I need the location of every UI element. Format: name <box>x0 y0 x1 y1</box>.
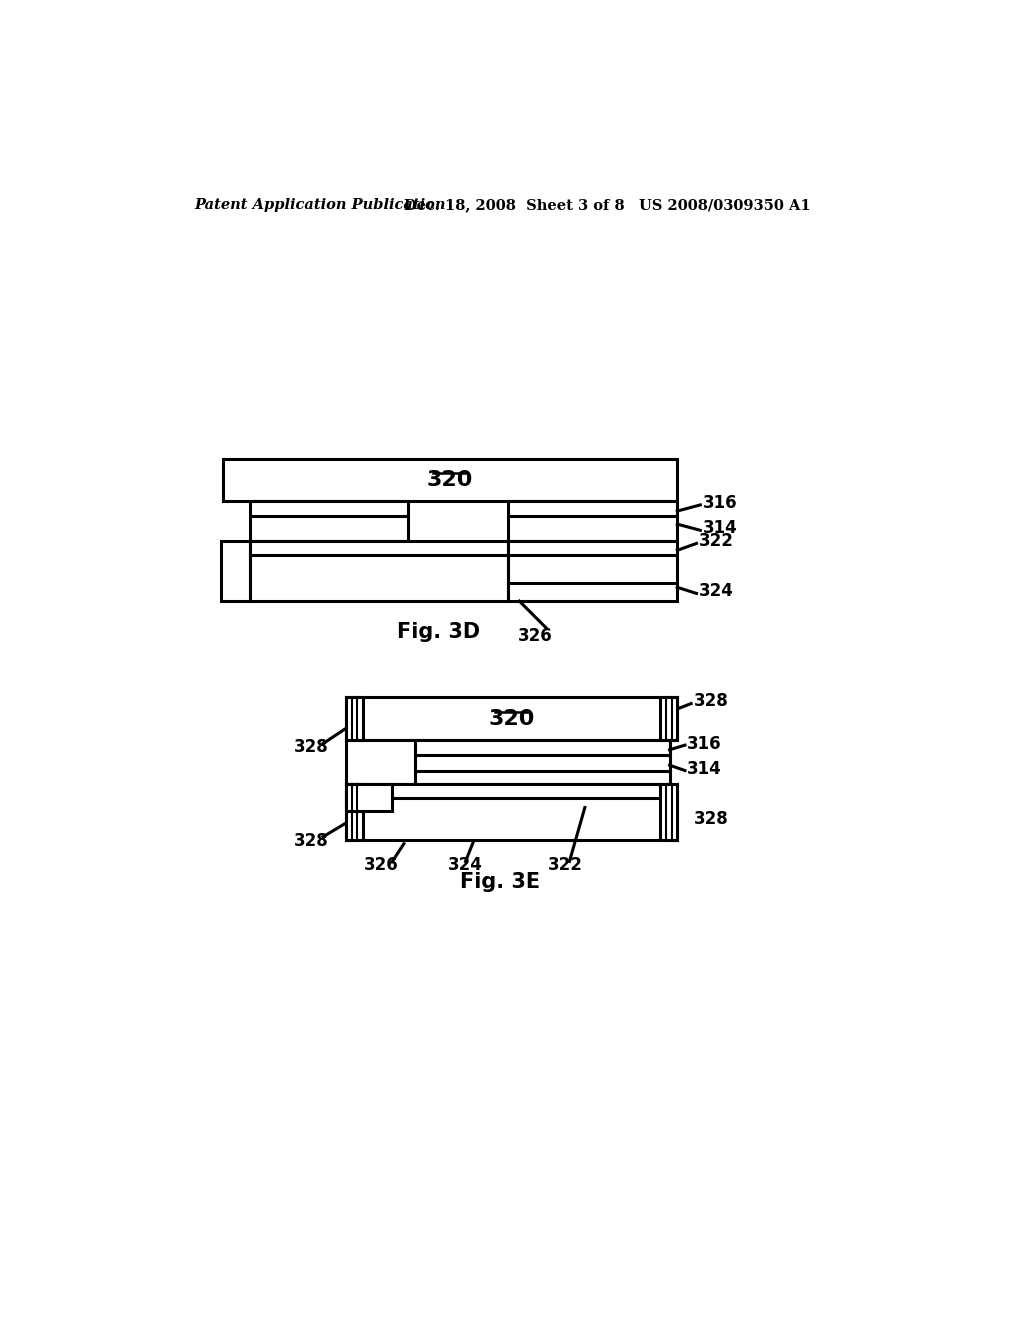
Text: 314: 314 <box>702 519 737 537</box>
Text: 328: 328 <box>694 810 729 828</box>
Bar <box>660 697 677 739</box>
Text: 328: 328 <box>694 692 729 710</box>
Bar <box>221 541 250 601</box>
Text: 322: 322 <box>548 857 583 874</box>
Text: Dec. 18, 2008  Sheet 3 of 8: Dec. 18, 2008 Sheet 3 of 8 <box>403 198 625 213</box>
Text: 324: 324 <box>449 857 483 874</box>
Text: 326: 326 <box>517 627 552 644</box>
Bar <box>346 697 364 739</box>
Text: 314: 314 <box>687 760 722 777</box>
Text: 324: 324 <box>698 582 733 601</box>
Text: 328: 328 <box>294 738 329 756</box>
Text: Patent Application Publication: Patent Application Publication <box>195 198 446 213</box>
Text: 326: 326 <box>364 857 398 874</box>
Bar <box>508 502 677 541</box>
Text: Fig. 3D: Fig. 3D <box>397 622 480 642</box>
Text: 316: 316 <box>687 735 722 752</box>
Bar <box>250 541 508 601</box>
Text: 320: 320 <box>488 709 535 729</box>
Text: 316: 316 <box>702 495 737 512</box>
Bar <box>346 697 677 739</box>
Text: 328: 328 <box>294 832 329 850</box>
Bar <box>416 739 670 784</box>
Bar <box>346 784 677 840</box>
Bar <box>660 784 677 840</box>
Text: Fig. 3E: Fig. 3E <box>460 873 541 892</box>
Bar <box>508 541 677 601</box>
Bar <box>250 502 408 541</box>
Bar <box>223 459 677 502</box>
Bar <box>346 784 364 840</box>
Text: 320: 320 <box>427 470 473 490</box>
Bar <box>346 739 416 784</box>
Text: 322: 322 <box>698 532 733 550</box>
Bar <box>346 784 392 812</box>
Text: US 2008/0309350 A1: US 2008/0309350 A1 <box>639 198 810 213</box>
